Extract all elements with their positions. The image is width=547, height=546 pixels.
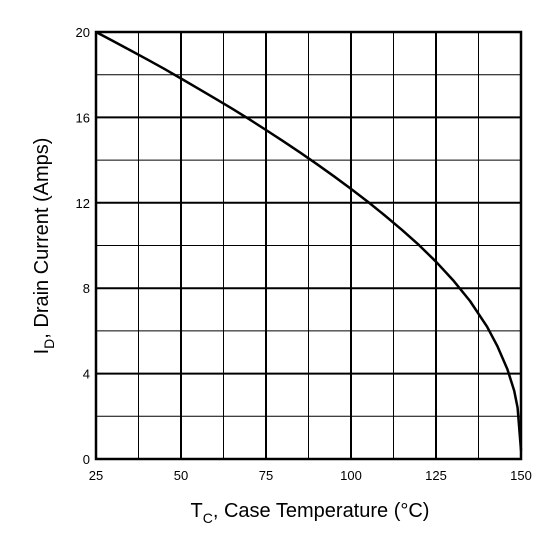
y-tick-label: 12 [76, 196, 90, 211]
x-tick-label: 75 [259, 468, 273, 483]
x-tick-label: 25 [89, 468, 103, 483]
y-tick-label: 16 [76, 110, 90, 125]
x-tick-labels: 25 50 75 100 125 150 [89, 468, 532, 483]
plot-frame [94, 30, 523, 461]
y-tick-label: 0 [83, 452, 90, 467]
y-axis-title-main: I [31, 349, 53, 355]
x-tick-label: 150 [510, 468, 532, 483]
y-axis-title: ID, Drain Current (Amps) [31, 138, 57, 355]
x-tick-label: 50 [174, 468, 188, 483]
y-tick-label: 20 [76, 25, 90, 40]
series-line-drain-current [95, 30, 523, 451]
y-axis-title-subscript: D [41, 339, 57, 349]
x-axis-title-subscript: C [203, 510, 213, 526]
y-tick-label: 4 [83, 367, 90, 382]
y-tick-label: 8 [83, 281, 90, 296]
grid [96, 32, 521, 459]
x-tick-label: 125 [425, 468, 447, 483]
y-axis-title-rest: , Drain Current (Amps) [31, 138, 53, 339]
x-axis-title-main: T [191, 500, 203, 522]
y-tick-labels: 0 4 8 12 16 20 [76, 25, 90, 467]
x-axis-title-rest: , Case Temperature (°C) [213, 500, 430, 522]
x-axis-title: TC, Case Temperature (°C) [191, 500, 430, 526]
x-tick-label: 100 [340, 468, 362, 483]
